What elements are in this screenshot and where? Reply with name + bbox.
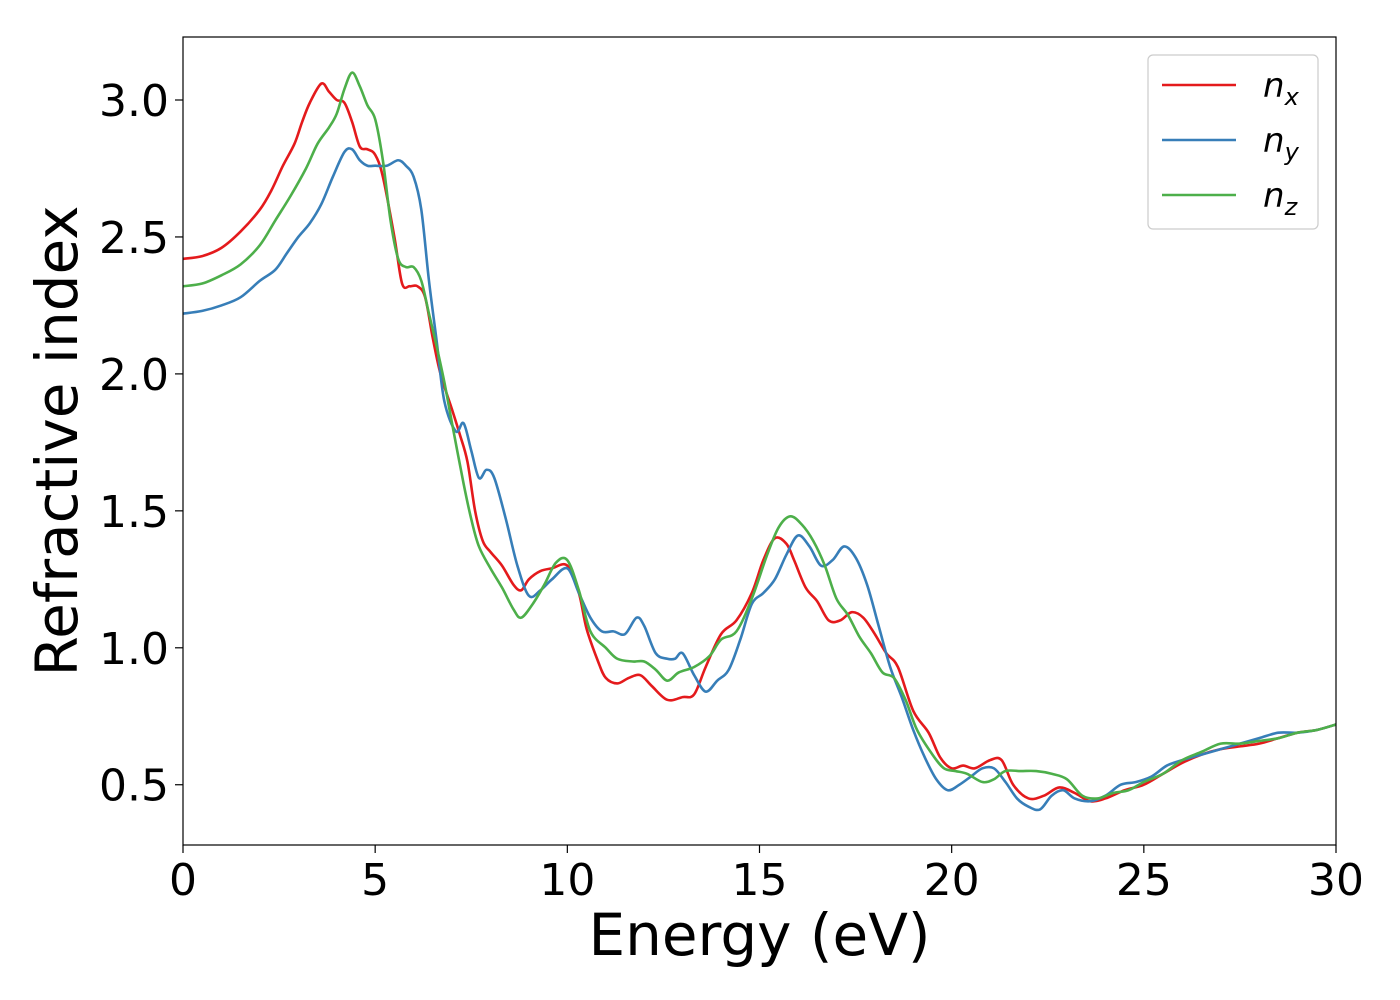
series-line-nx <box>182 82 1337 803</box>
x-tick-label: 25 <box>1116 855 1172 906</box>
legend-label-nz: nz <box>1263 176 1299 221</box>
y-axis-label: Refractive index <box>23 205 91 676</box>
legend-box <box>1147 54 1319 230</box>
legend: nx ny nz <box>1147 54 1319 230</box>
plot-lines <box>182 71 1337 812</box>
y-tick-label: 1.0 <box>99 624 169 675</box>
x-tick-label: 20 <box>924 855 980 906</box>
series-line-ny <box>182 147 1337 812</box>
y-axis: 0.5 1.0 1.5 2.0 2.5 3.0 <box>99 76 183 812</box>
x-tick-label: 30 <box>1308 855 1364 906</box>
x-tick-label: 0 <box>169 855 197 906</box>
y-tick-label: 0.5 <box>99 761 169 812</box>
x-axis: 0 5 10 15 20 25 30 <box>169 845 1364 906</box>
x-axis-label: Energy (eV) <box>588 901 930 969</box>
y-tick-label: 2.5 <box>99 213 169 264</box>
y-tick-label: 2.0 <box>99 350 169 401</box>
legend-label-nx: nx <box>1263 66 1300 111</box>
series-line-nz <box>182 71 1337 800</box>
x-tick-label: 10 <box>539 855 595 906</box>
x-tick-label: 15 <box>732 855 788 906</box>
y-tick-label: 3.0 <box>99 76 169 127</box>
y-tick-label: 1.5 <box>99 487 169 538</box>
legend-label-ny: ny <box>1263 121 1300 166</box>
x-tick-label: 5 <box>361 855 389 906</box>
